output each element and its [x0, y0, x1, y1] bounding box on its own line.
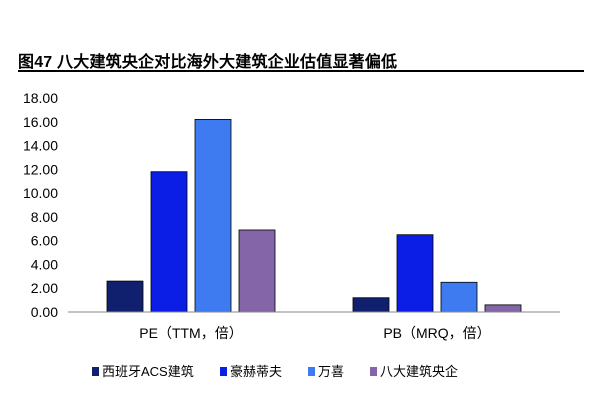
- x-category-label: PB（MRQ，倍）: [383, 325, 490, 341]
- legend-label: 西班牙ACS建筑: [102, 364, 194, 379]
- legend-swatch: [370, 367, 377, 376]
- legend-swatch: [92, 367, 99, 376]
- bar-1-category-2: [352, 297, 390, 313]
- figure-title: 图47 八大建筑央企对比海外大建筑企业估值显著偏低: [18, 54, 398, 71]
- y-tick-label: 16.00: [23, 114, 58, 130]
- bar-series: [106, 119, 522, 313]
- y-tick-label: 10.00: [23, 185, 58, 201]
- legend: 西班牙ACS建筑 豪赫蒂夫 万喜 八大建筑央企: [92, 364, 458, 379]
- y-tick-label: 4.00: [31, 256, 58, 272]
- y-tick-label: 12.00: [23, 161, 58, 177]
- bar-3-category-2: [440, 281, 478, 313]
- legend-swatch: [220, 367, 227, 376]
- y-axis-ticks: 0.00 2.00 4.00 6.00 8.00 10.00 12.00 14.00 16.00…: [23, 90, 58, 320]
- bar-2-category-1: [150, 171, 188, 313]
- legend-label: 豪赫蒂夫: [230, 364, 282, 379]
- bar-1-category-1: [106, 280, 144, 313]
- bar-3-category-1: [194, 119, 232, 313]
- bar-4-category-2: [484, 304, 522, 313]
- y-tick-label: 0.00: [31, 304, 58, 320]
- y-tick-label: 14.00: [23, 138, 58, 154]
- x-axis-category-labels: PE（TTM，倍） PB（MRQ，倍）: [139, 325, 490, 341]
- bar-4-category-1: [238, 229, 276, 313]
- y-tick-label: 18.00: [23, 90, 58, 106]
- y-tick-label: 8.00: [31, 209, 58, 225]
- x-category-label: PE（TTM，倍）: [139, 325, 242, 341]
- legend-swatch: [308, 367, 315, 376]
- bar-2-category-2: [396, 234, 434, 313]
- figure-title-bar: 图47 八大建筑央企对比海外大建筑企业估值显著偏低: [18, 44, 584, 72]
- legend-label: 八大建筑央企: [380, 364, 458, 379]
- legend-label: 万喜: [318, 364, 344, 379]
- y-tick-label: 2.00: [31, 280, 58, 296]
- y-tick-label: 6.00: [31, 233, 58, 249]
